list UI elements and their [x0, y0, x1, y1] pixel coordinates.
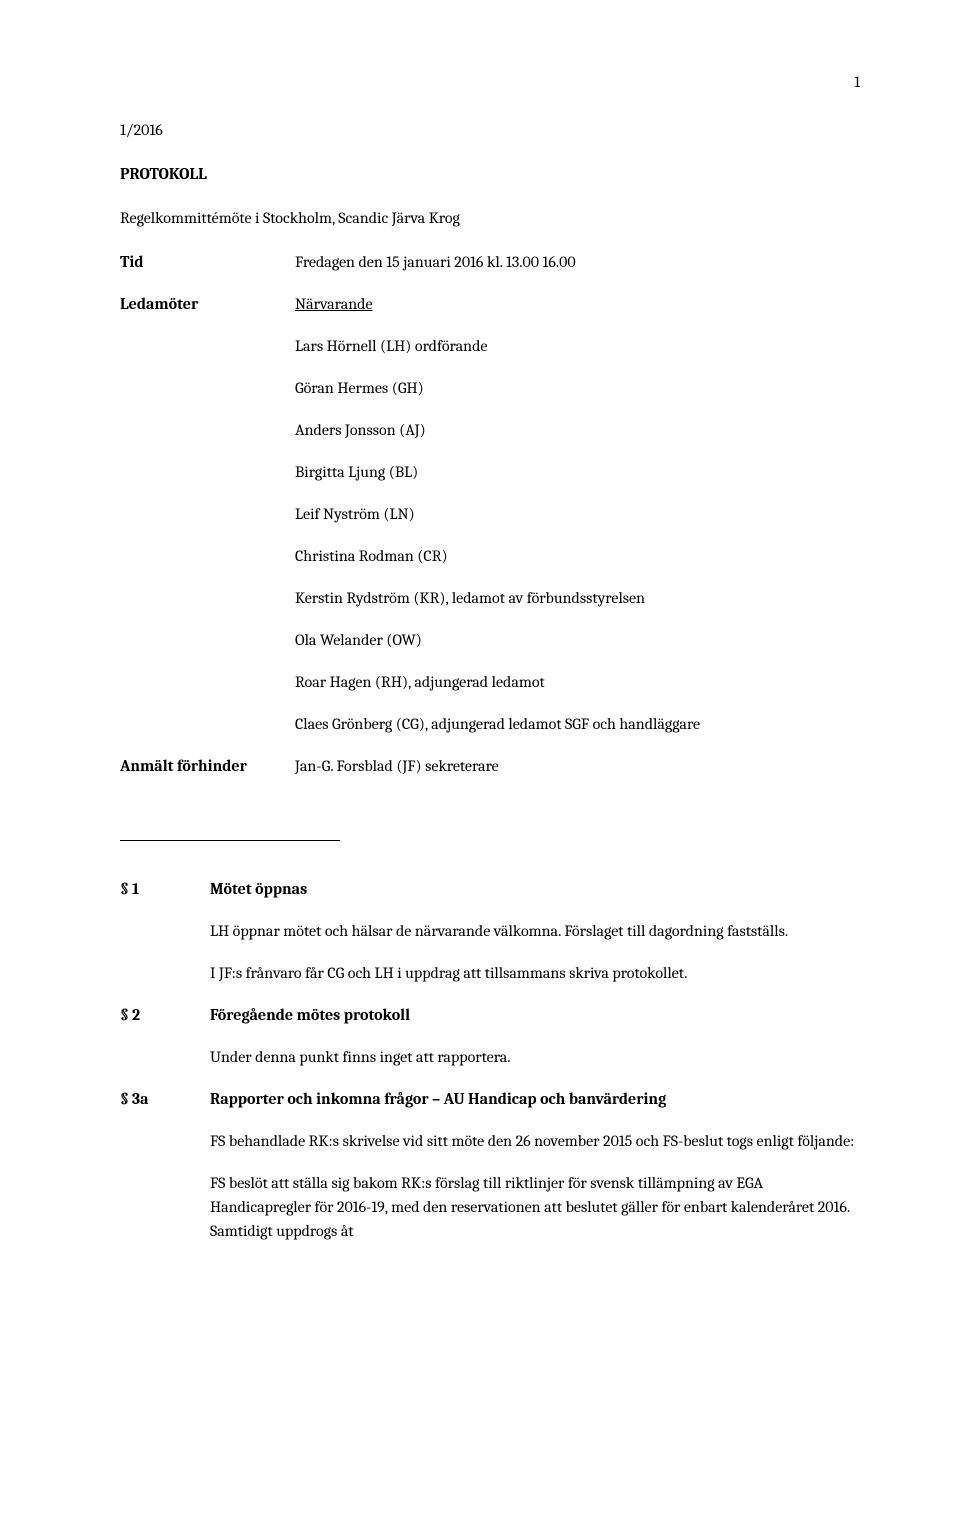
document-reference: 1/2016 — [120, 118, 860, 142]
section-paragraph: I JF:s frånvaro får CG och LH i uppdrag … — [210, 961, 860, 985]
section-title: Mötet öppnas — [210, 877, 860, 901]
attendee-heading: Närvarande — [295, 292, 860, 316]
forhinder-label: Anmält förhinder — [120, 754, 295, 796]
section-title: Föregående mötes protokoll — [210, 1003, 860, 1027]
page-number: 1 — [120, 70, 860, 94]
section-title: Rapporter och inkomna frågor – AU Handic… — [210, 1087, 860, 1111]
tid-label: Tid — [120, 250, 295, 292]
section-paragraph: LH öppnar mötet och hälsar de närvarande… — [210, 919, 860, 943]
section: § 3a Rapporter och inkomna frågor – AU H… — [120, 1087, 860, 1243]
ledamoter-label: Ledamöter — [120, 292, 295, 754]
document-title: PROTOKOLL — [120, 162, 860, 186]
attendee-item: Anders Jonsson (AJ) — [295, 418, 860, 442]
attendee-list: Närvarande Lars Hörnell (LH) ordförande … — [295, 292, 860, 736]
section-paragraph: Under denna punkt finns inget att rappor… — [210, 1045, 860, 1069]
attendee-item: Roar Hagen (RH), adjungerad ledamot — [295, 670, 860, 694]
section-number: § 2 — [120, 1003, 210, 1069]
section-divider — [120, 840, 340, 841]
attendee-item: Kerstin Rydström (KR), ledamot av förbun… — [295, 586, 860, 610]
attendee-item: Göran Hermes (GH) — [295, 376, 860, 400]
tid-value: Fredagen den 15 januari 2016 kl. 13.00 1… — [295, 250, 860, 292]
attendee-item: Ola Welander (OW) — [295, 628, 860, 652]
section-number: § 1 — [120, 877, 210, 985]
meeting-description: Regelkommittémöte i Stockholm, Scandic J… — [120, 206, 860, 230]
info-table: Tid Fredagen den 15 januari 2016 kl. 13.… — [120, 250, 860, 796]
attendee-item: Christina Rodman (CR) — [295, 544, 860, 568]
attendee-item: Claes Grönberg (CG), adjungerad ledamot … — [295, 712, 860, 736]
section-paragraph: FS behandlade RK:s skrivelse vid sitt mö… — [210, 1129, 860, 1153]
section-paragraph: FS beslöt att ställa sig bakom RK:s förs… — [210, 1171, 860, 1243]
section: § 1 Mötet öppnas LH öppnar mötet och häl… — [120, 877, 860, 985]
attendee-item: Leif Nyström (LN) — [295, 502, 860, 526]
attendee-item: Lars Hörnell (LH) ordförande — [295, 334, 860, 358]
section: § 2 Föregående mötes protokoll Under den… — [120, 1003, 860, 1069]
attendee-item: Birgitta Ljung (BL) — [295, 460, 860, 484]
section-number: § 3a — [120, 1087, 210, 1243]
forhinder-value: Jan-G. Forsblad (JF) sekreterare — [295, 754, 860, 796]
